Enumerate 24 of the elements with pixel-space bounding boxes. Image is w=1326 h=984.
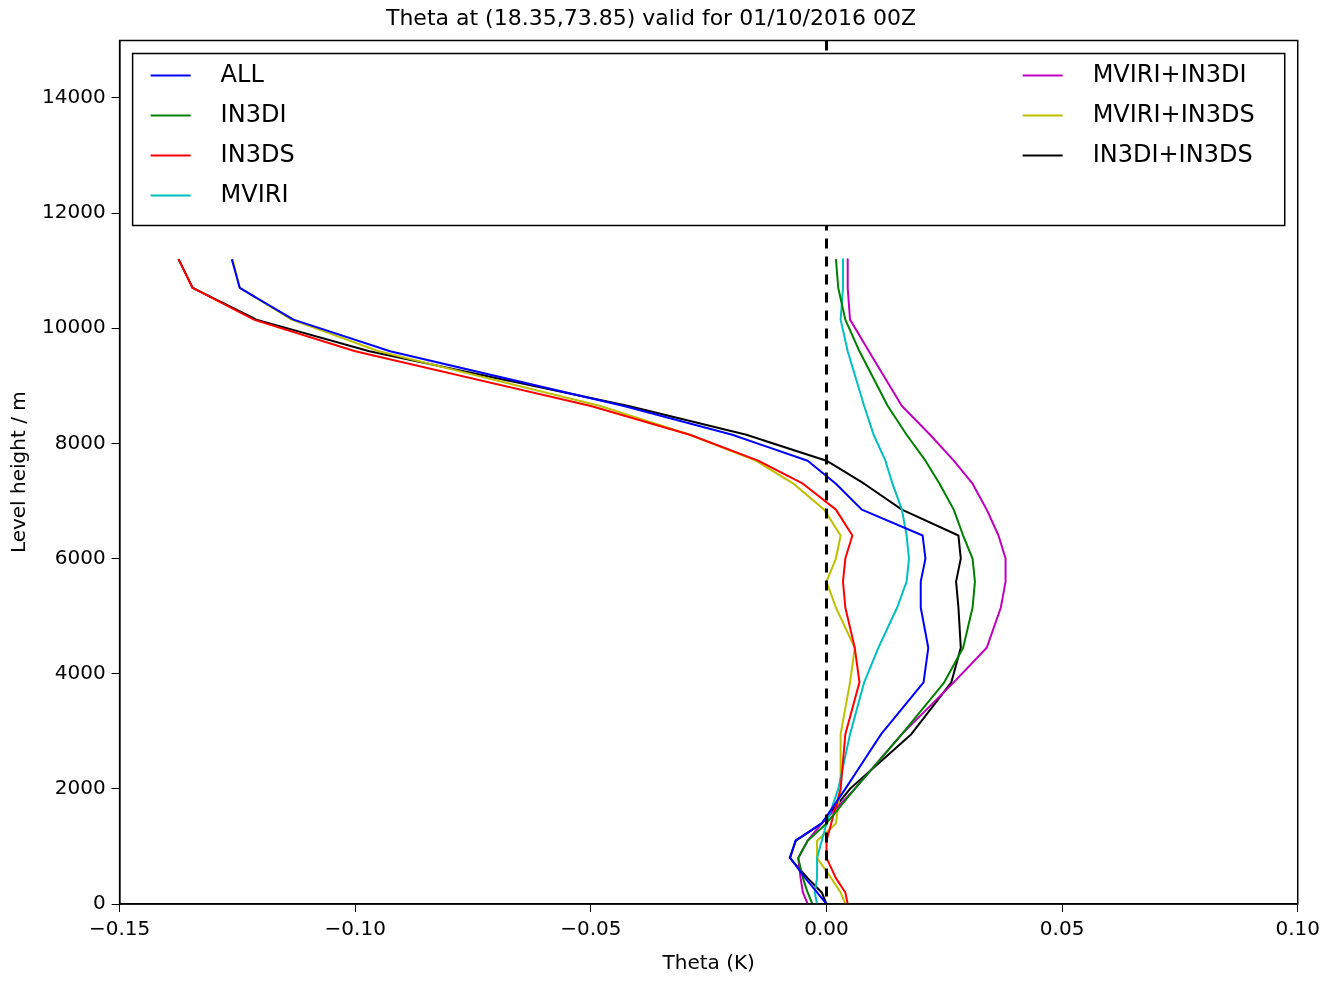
legend-label: ALL [220,59,265,88]
x-tick-label: −0.05 [560,916,622,941]
y-tick-label: 0 [92,890,106,915]
y-tick-label: 4000 [54,659,106,684]
y-tick-label: 12000 [42,199,106,224]
y-axis-title: Level height / m [6,391,31,554]
x-axis-title: Theta (K) [661,950,755,975]
chart-title: Theta at (18.35,73.85) valid for 01/10/2016 00Z [384,4,917,30]
y-tick-label: 2000 [54,775,106,800]
y-tick-label: 14000 [42,84,106,109]
legend-label: MVIRI+IN3DI [1092,59,1247,88]
x-tick-label: −0.15 [88,916,151,941]
legend-label: MVIRI [220,179,289,208]
legend-label: IN3DI [220,99,287,128]
x-tick-label: −0.10 [324,916,386,941]
y-tick-label: 6000 [54,544,106,569]
x-tick-label: 0.00 [804,916,849,941]
y-tick-label: 8000 [54,429,106,454]
x-tick-label: 0.05 [1039,916,1085,941]
legend-label: IN3DI+IN3DS [1092,139,1253,168]
x-tick-label: 0.10 [1275,916,1320,941]
y-tick-label: 10000 [42,314,106,339]
legend-label: MVIRI+IN3DS [1092,99,1255,128]
legend-label: IN3DS [220,139,295,168]
